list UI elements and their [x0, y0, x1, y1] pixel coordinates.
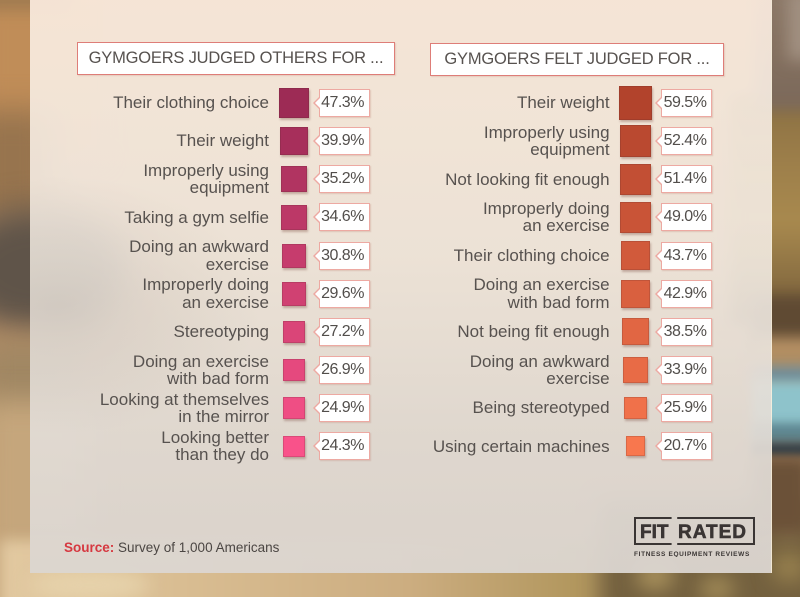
svg-text:FIT: FIT [640, 522, 669, 543]
svg-text:FITNESS EQUIPMENT REVIEWS: FITNESS EQUIPMENT REVIEWS [634, 551, 750, 557]
svg-text:RATED: RATED [678, 522, 747, 543]
